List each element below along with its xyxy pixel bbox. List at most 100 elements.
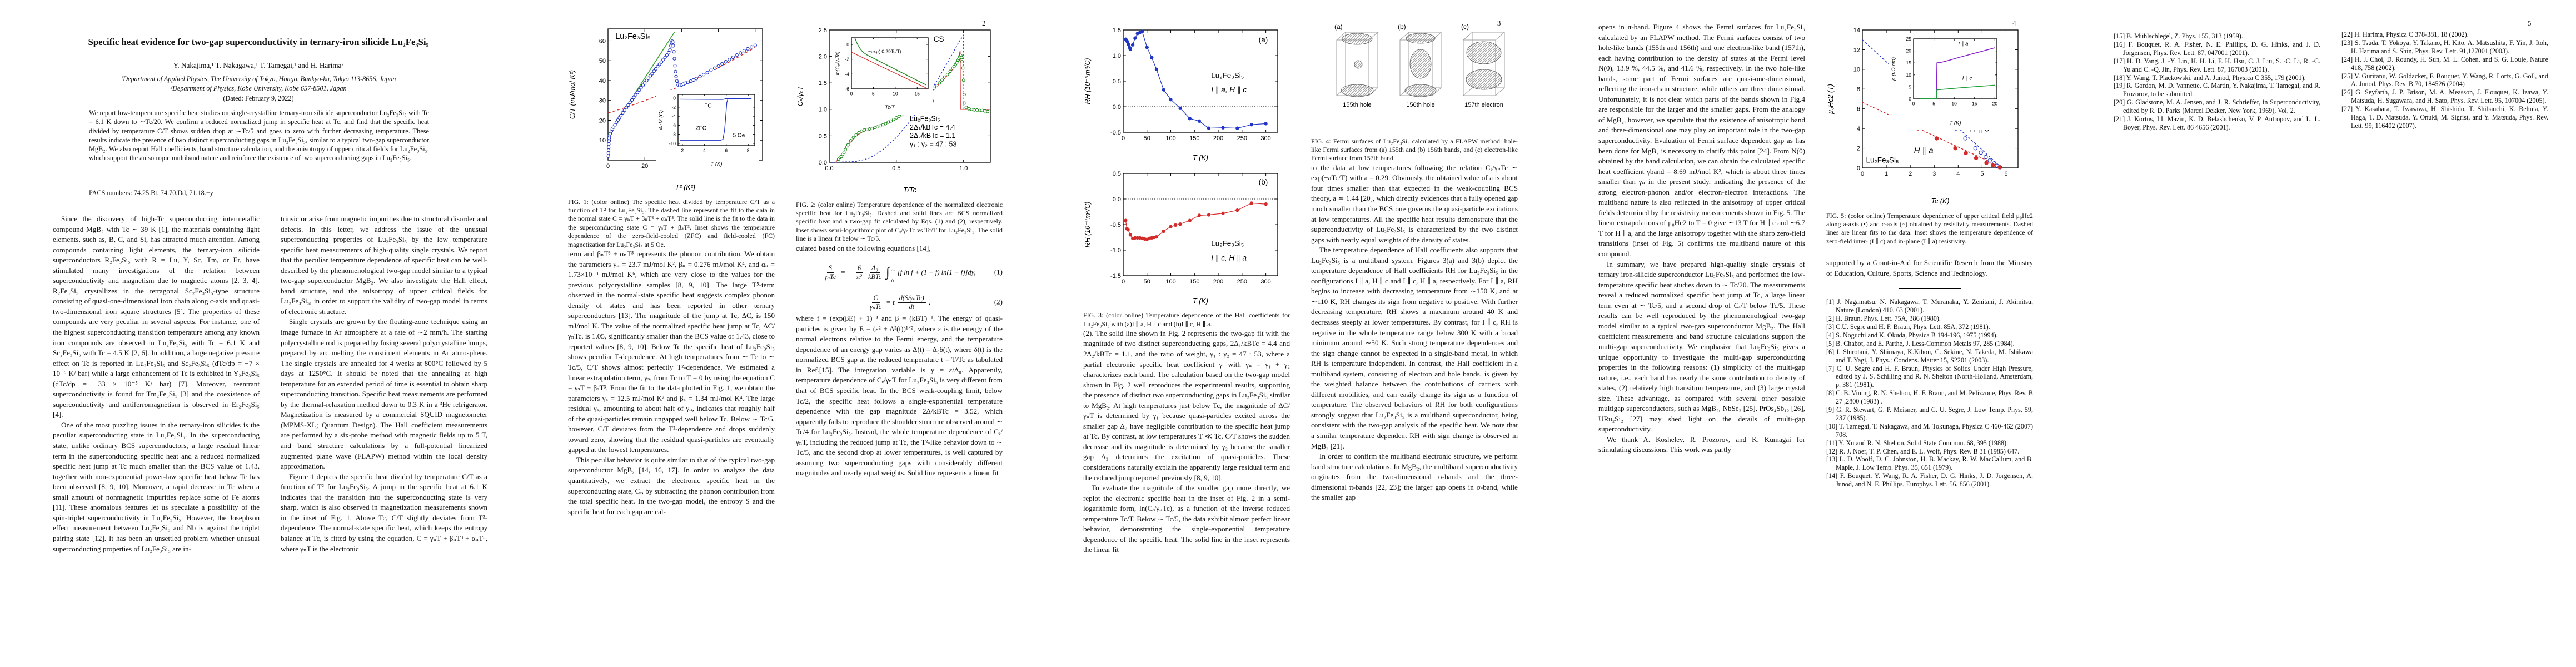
svg-text:6: 6 <box>725 148 728 153</box>
svg-text:I ∥ a: I ∥ a <box>1959 41 1969 47</box>
page2-column-1: 020406080102030405060Lu₂Fe₃Si₅T² (K²)C/T… <box>568 22 775 517</box>
body-paragraph: To evaluate the magnitude of the smaller… <box>1083 484 1290 554</box>
reference-item: [12] R. J. Noer, T. P. Chen, and E. L. W… <box>1826 447 2020 455</box>
paper-title: Specific heat evidence for two-gap super… <box>88 37 429 47</box>
svg-text:-0.5: -0.5 <box>1110 130 1121 136</box>
svg-text:0.0: 0.0 <box>819 160 827 166</box>
affiliation-1: ¹Department of Applied Physics, The Univ… <box>121 75 396 83</box>
svg-text:I ∥ c: I ∥ c <box>1962 75 1972 81</box>
svg-text:ρ (μΩ cm): ρ (μΩ cm) <box>1891 57 1897 81</box>
figure-3-hall-coefficient-plots: 0 50 100 150 200 250 300 1.5 1.0 0.5 0.0 -0.5 (a) Lu₂… <box>1083 22 1290 308</box>
eq2-frac-num: d(S/γₙTc) <box>897 294 926 303</box>
svg-text:200: 200 <box>1213 135 1223 142</box>
eq1-number: (1) <box>994 267 1003 276</box>
reference-item: [1] J. Nagamatsu, N. Nakagawa, T. Murana… <box>1826 298 2033 315</box>
svg-text:-6: -6 <box>671 122 676 128</box>
references-divider <box>1899 288 1961 290</box>
figure-1-caption: FIG. 1: (color online) The specific heat… <box>568 197 775 248</box>
summary-paragraph: In summary, we have prepared high-qualit… <box>1598 260 1805 434</box>
svg-text:-6: -6 <box>845 86 849 92</box>
svg-text:200: 200 <box>1213 278 1223 285</box>
body-paragraph: This peculiar behavior is quite similar … <box>568 455 775 516</box>
reference-item: [15] B. Mühlschlegel, Z. Phys. 155, 313 … <box>2114 32 2243 40</box>
reference-item: [10] T. Tamegai, T. Nakagawa, and M. Tok… <box>1826 422 2033 439</box>
svg-text:250: 250 <box>1237 135 1247 142</box>
svg-text:Lu₂Fe₃Si₅: Lu₂Fe₃Si₅ <box>1211 72 1244 80</box>
body-paragraph: In order to confirm the multiband electr… <box>1311 452 1518 502</box>
svg-text:Tc/T: Tc/T <box>885 104 895 110</box>
svg-text:1.0: 1.0 <box>1113 53 1121 59</box>
fig3a-chart: 0 50 100 150 200 250 300 1.5 1.0 0.5 0.0 -0.5 (a) Lu₂… <box>1083 22 1290 166</box>
svg-text:3: 3 <box>1932 171 1936 177</box>
page-5: 5 [15] B. Mühlschlegel, Z. Phys. 155, 31… <box>2061 0 2576 667</box>
svg-text:30: 30 <box>599 98 606 104</box>
reference-item: [19] R. Gordon, M. D. Vannette, C. Marti… <box>2114 82 2320 98</box>
eq2-frac-den: dt <box>909 302 915 311</box>
svg-text:60: 60 <box>599 38 606 44</box>
svg-text:1.5: 1.5 <box>1113 27 1121 34</box>
svg-text:0.5: 0.5 <box>819 133 827 140</box>
svg-text:T (K): T (K) <box>710 161 722 167</box>
eq2-lhs-den: γₙTc <box>870 302 882 311</box>
eq1-lhs-den: γₙTc <box>824 272 836 281</box>
svg-text:2: 2 <box>1857 145 1860 152</box>
page1-column-2: trinsic or arise from magnetic impuritie… <box>281 214 487 554</box>
svg-text:1.0: 1.0 <box>819 107 827 113</box>
reference-item: [2] H. Braun, Phys. Lett. 75A, 386 (1980… <box>1826 315 1941 323</box>
svg-text:40: 40 <box>599 78 606 84</box>
acknowledgment-start: We thank A. Koshelev, R. Prozorov, and K… <box>1598 435 1805 454</box>
svg-text:-2: -2 <box>671 104 676 110</box>
svg-text:6: 6 <box>1857 106 1860 113</box>
svg-text:-2: -2 <box>845 57 849 62</box>
svg-text:4: 4 <box>1956 171 1960 177</box>
svg-text:15: 15 <box>1906 60 1912 66</box>
svg-text:T² (K²): T² (K²) <box>675 183 695 191</box>
svg-text:T (K): T (K) <box>1193 297 1208 305</box>
svg-text:4πM (G): 4πM (G) <box>658 110 664 130</box>
svg-text:-8: -8 <box>671 132 676 137</box>
svg-text:4: 4 <box>703 148 706 153</box>
eq1-frac2-num: 6 <box>855 264 863 273</box>
svg-text:ln(Cₑ/γₙTc): ln(Cₑ/γₙTc) <box>835 52 840 76</box>
body-paragraph: One of the most puzzling issues in the t… <box>53 420 260 553</box>
svg-text:0: 0 <box>1857 165 1860 172</box>
svg-text:0.5: 0.5 <box>892 165 900 172</box>
reference-item: [9] G. R. Stewart, G. P. Meisner, and C.… <box>1826 406 2033 422</box>
integral-sign: ∫ <box>886 265 890 280</box>
references-list: [1] J. Nagamatsu, N. Nakagawa, T. Murana… <box>1826 298 2033 489</box>
eq1-frac3-num: Δ₀ <box>870 264 880 273</box>
page5-column-2: [22] H. Harima, Physica C 378-381, 18 (2… <box>2341 31 2548 130</box>
svg-text:300: 300 <box>1260 278 1270 285</box>
body-paragraph: (2). The solid line shown in Fig. 2 repr… <box>1083 328 1290 482</box>
body-paragraph: Single crystals are grown by the floatin… <box>281 317 487 471</box>
figure-1-specific-heat-plot: 020406080102030405060Lu₂Fe₃Si₅T² (K²)C/T… <box>568 22 775 195</box>
svg-text:C/T (mJ/mol K²): C/T (mJ/mol K²) <box>569 70 576 119</box>
eq1-frac3-den: kBTc <box>868 272 882 281</box>
svg-text:2Δ₂/kBTc = 1.1: 2Δ₂/kBTc = 1.1 <box>910 132 955 140</box>
fig4-wireframe-image: (a) (b) (c) 155th hole 156th hole 157th … <box>1334 23 1505 108</box>
svg-text:10: 10 <box>893 91 898 97</box>
body-paragraph: trinsic or arise from magnetic impuritie… <box>281 215 487 316</box>
svg-text:1: 1 <box>1885 171 1888 177</box>
svg-text:2Δ₁/kBTc = 4.4: 2Δ₁/kBTc = 4.4 <box>910 123 955 131</box>
reference-item: [13] L. D. Woolf, D. C. Johnston, H. B. … <box>1826 455 2033 472</box>
svg-text:T/Tc: T/Tc <box>903 186 917 194</box>
svg-text:20: 20 <box>1906 48 1912 54</box>
pacs-line: PACS numbers: 74.25.Bt, 74.70.Dd, 71.18.… <box>89 189 213 197</box>
svg-text:~exp(-0.29Tc/T): ~exp(-0.29Tc/T) <box>868 48 901 54</box>
figure-5-caption: FIG. 5: (color online) Temperature depen… <box>1826 211 2033 245</box>
svg-text:1.5: 1.5 <box>819 80 827 87</box>
svg-text:-10: -10 <box>669 141 676 146</box>
svg-text:0: 0 <box>1861 171 1864 177</box>
fig3b-chart: 0 50 100 150 200 250 300 0.5 0.0 -0.5 -1.0 -1.5 (b) L… <box>1083 166 1290 309</box>
svg-text:5: 5 <box>1909 84 1911 89</box>
reference-item: [27] Y. Kasahara, T. Iwasawa, H. Shishid… <box>2341 105 2548 130</box>
svg-text:I ∥ a, H ∥ c: I ∥ a, H ∥ c <box>1211 86 1247 94</box>
svg-text:5: 5 <box>1932 101 1935 107</box>
svg-text:20: 20 <box>641 163 648 170</box>
fig4-name-b: 156th hole <box>1406 102 1434 108</box>
page-1: Specific heat evidence for two-gap super… <box>0 0 515 667</box>
